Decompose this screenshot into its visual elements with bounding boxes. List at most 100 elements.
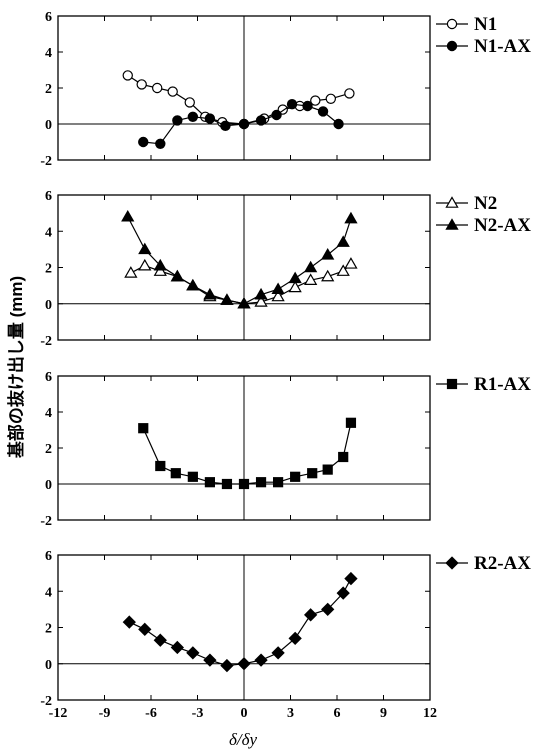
series-r2-ax: [122, 571, 358, 673]
data-point: [304, 273, 318, 285]
data-point: [290, 471, 301, 482]
x-tick-label: 6: [334, 706, 341, 721]
legend-label: N1: [474, 14, 497, 35]
data-point: [321, 269, 335, 282]
data-point: [153, 258, 167, 271]
data-point: [221, 478, 233, 490]
data-point: [345, 417, 357, 428]
data-point: [271, 109, 282, 121]
data-point: [238, 478, 250, 490]
data-point: [336, 586, 350, 600]
data-point: [336, 264, 350, 276]
y-tick-label: 2: [45, 442, 52, 457]
x-tick-label: -6: [145, 706, 157, 721]
series-line: [129, 578, 352, 667]
data-point: [167, 86, 178, 97]
data-point: [124, 266, 138, 278]
y-tick-label: -2: [40, 334, 52, 349]
x-tick-label: -12: [49, 706, 68, 721]
legend-label: N2: [474, 193, 497, 214]
data-point: [286, 98, 298, 110]
y-tick-label: -2: [40, 154, 52, 169]
data-point: [302, 100, 313, 112]
data-point: [344, 88, 355, 99]
data-point: [186, 278, 200, 291]
data-point: [122, 70, 133, 81]
legend-marker: [445, 218, 459, 230]
data-point: [138, 258, 152, 271]
data-point: [333, 118, 344, 130]
legend-label: N2-AX: [474, 215, 531, 236]
y-tick-label: 4: [45, 406, 52, 421]
data-point: [203, 287, 217, 300]
data-point: [220, 293, 234, 305]
y-tick-label: 2: [45, 82, 52, 97]
data-point: [273, 477, 284, 488]
data-point: [138, 242, 152, 255]
series-line: [127, 216, 352, 305]
data-point: [321, 248, 335, 260]
y-tick-label: 2: [45, 622, 52, 637]
data-point: [288, 631, 302, 646]
data-point: [203, 653, 217, 667]
y-tick-label: -2: [40, 514, 52, 529]
data-point: [255, 477, 267, 488]
y-tick-label: 0: [45, 478, 52, 493]
data-point: [151, 82, 163, 94]
legend-marker: [446, 378, 458, 390]
data-point: [344, 571, 358, 586]
y-tick-label: 6: [45, 189, 52, 204]
y-tick-label: 6: [45, 10, 52, 25]
y-tick-label: 6: [45, 549, 52, 564]
data-point: [307, 468, 318, 479]
data-point: [336, 235, 350, 247]
y-tick-label: 0: [45, 658, 52, 673]
panel-4: -2 0 2 4 6 -12 -9 -6 -3 0 3 6 9 12 R2-AX: [40, 549, 531, 721]
x-tick-label: -3: [192, 706, 204, 721]
data-point: [271, 646, 285, 660]
data-point: [271, 282, 285, 295]
data-point: [238, 118, 250, 130]
data-point: [172, 115, 183, 126]
data-point: [304, 608, 318, 622]
y-tick-label: 0: [45, 118, 52, 133]
data-point: [310, 95, 321, 106]
x-tick-label: 9: [380, 706, 387, 721]
legend-marker: [445, 556, 459, 570]
data-point: [344, 257, 358, 269]
data-point: [338, 451, 349, 463]
y-tick-label: -2: [40, 694, 52, 709]
y-tick-label: 4: [45, 225, 52, 240]
y-tick-label: 6: [45, 370, 52, 385]
data-point: [237, 657, 251, 671]
data-point: [344, 211, 358, 224]
data-point: [138, 423, 149, 434]
legend-label: R2-AX: [474, 553, 531, 574]
x-tick-label: 12: [423, 706, 437, 721]
data-point: [288, 280, 302, 293]
data-point: [170, 640, 184, 655]
data-point: [271, 289, 285, 302]
data-point: [204, 113, 216, 124]
data-point: [153, 633, 167, 647]
data-point: [321, 602, 335, 617]
series-r1-ax: [138, 417, 357, 490]
data-point: [254, 653, 268, 667]
y-tick-label: 2: [45, 262, 52, 277]
data-point: [155, 460, 166, 472]
x-axis-label: δ/δy: [229, 730, 258, 749]
data-point: [288, 271, 302, 284]
data-point: [170, 468, 181, 479]
data-point: [121, 209, 135, 222]
data-point: [122, 615, 136, 629]
y-tick-label: 4: [45, 46, 52, 61]
data-point: [255, 115, 267, 126]
legend-label: N1-AX: [474, 36, 531, 57]
data-point: [155, 138, 166, 149]
legend-marker: [445, 196, 459, 208]
data-point: [237, 296, 251, 309]
data-point: [186, 646, 200, 660]
